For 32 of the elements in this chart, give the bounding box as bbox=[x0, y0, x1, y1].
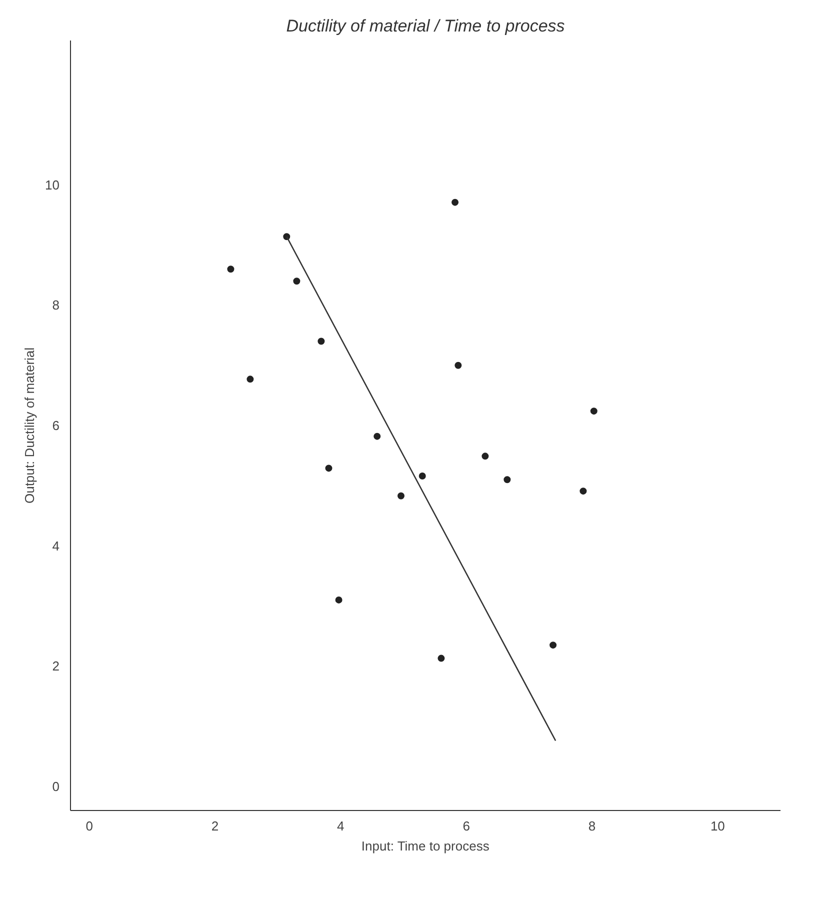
point bbox=[325, 464, 332, 472]
point bbox=[550, 642, 557, 649]
point bbox=[482, 452, 489, 460]
point bbox=[227, 266, 234, 273]
point bbox=[374, 432, 381, 440]
x-tick-label: 2 bbox=[211, 818, 219, 834]
y-tick-label: 8 bbox=[52, 298, 60, 313]
point bbox=[246, 376, 254, 383]
x-tick-label: 10 bbox=[710, 818, 725, 834]
y-tick-label: 2 bbox=[52, 658, 60, 674]
point bbox=[318, 338, 325, 345]
point bbox=[504, 476, 511, 484]
y-tick-label: 6 bbox=[52, 418, 60, 433]
point bbox=[397, 492, 404, 500]
point bbox=[580, 488, 587, 495]
y-axis-title: Output: Ductility of material bbox=[22, 347, 38, 504]
chart-title: Ductility of material / Time to process bbox=[286, 16, 566, 36]
x-axis-title: Input: Time to process bbox=[361, 838, 490, 854]
x-tick-label: 8 bbox=[588, 818, 596, 834]
x-tick-label: 4 bbox=[337, 818, 344, 834]
point bbox=[452, 198, 459, 206]
point bbox=[335, 596, 342, 604]
y-tick-label: 0 bbox=[52, 778, 60, 794]
point bbox=[293, 278, 300, 285]
x-tick-label: 0 bbox=[86, 818, 93, 834]
point bbox=[438, 654, 445, 662]
y-tick-label: 4 bbox=[52, 538, 60, 554]
y-tick-label: 10 bbox=[45, 177, 60, 192]
point bbox=[418, 472, 426, 480]
point bbox=[454, 362, 462, 369]
x-tick-label: 6 bbox=[462, 818, 470, 834]
point bbox=[590, 408, 598, 415]
